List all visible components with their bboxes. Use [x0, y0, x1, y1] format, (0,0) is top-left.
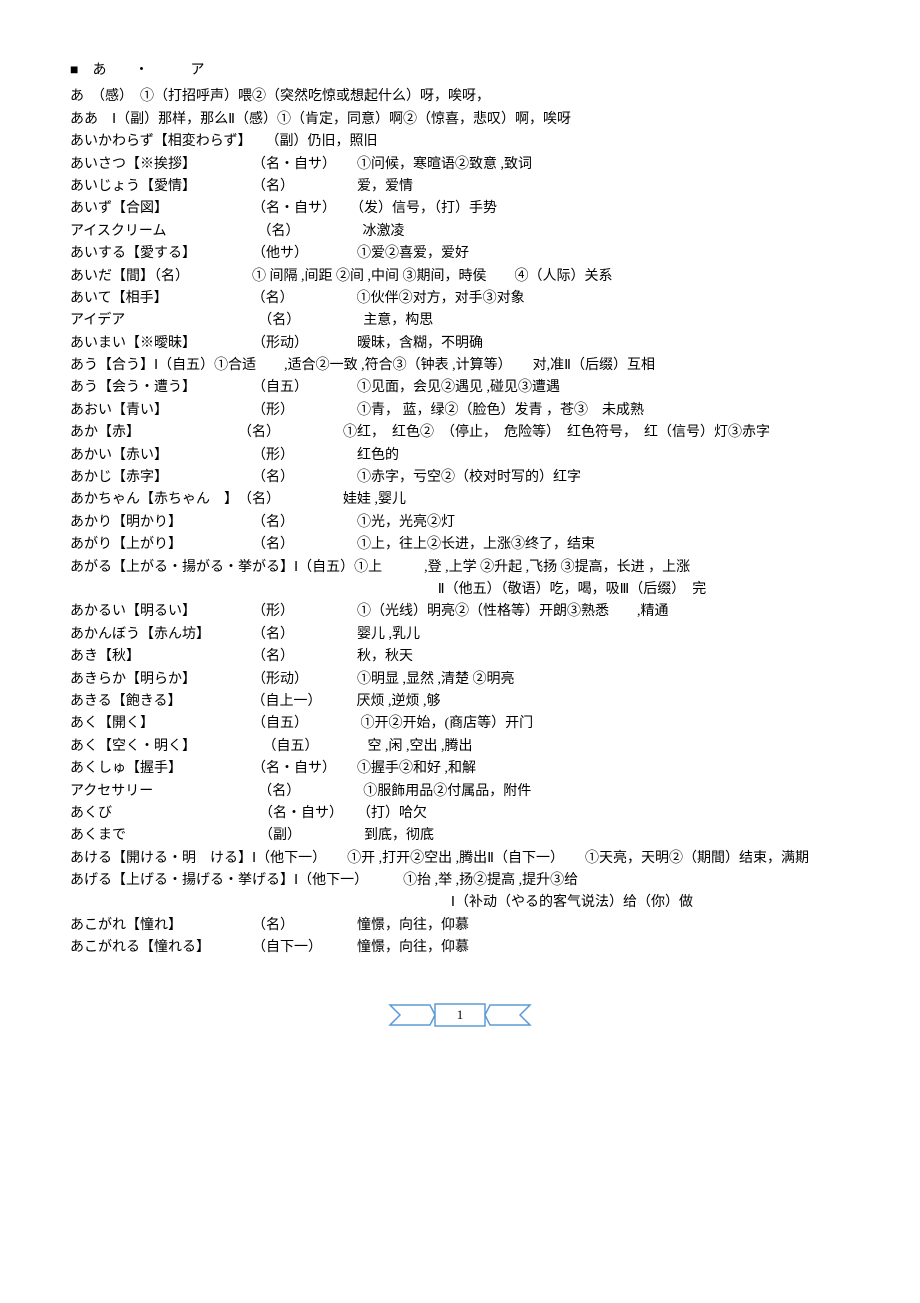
dictionary-entry: Ⅰ（补动（やる的客气说法）给（你）做 [70, 892, 850, 914]
dictionary-entry: あかり【明かり】 （名） ①光，光亮②灯 [70, 512, 850, 534]
dictionary-entry: あいだ【間】（名） ① 间隔 ,间距 ②间 ,中间 ③期间，時侯 ④（人际）关系 [70, 266, 850, 288]
dictionary-entry: あいかわらず【相変わらず】 （副）仍旧，照旧 [70, 131, 850, 153]
dictionary-entry: アイデア （名） 主意，构思 [70, 310, 850, 332]
dictionary-entries: あ （感） ①（打招呼声）喂②（突然吃惊或想起什么）呀，唉呀，ああ Ⅰ（副）那样… [70, 86, 850, 959]
dictionary-entry: あかるい【明るい】 （形） ①（光线）明亮②（性格等）开朗③熟悉 ,精通 [70, 601, 850, 623]
dictionary-entry: あかちゃん【赤ちゃん 】 （名） 娃娃 ,婴儿 [70, 489, 850, 511]
dictionary-entry: Ⅱ（他五）（敬语）吃，喝，吸Ⅲ（后缀） 完 [70, 579, 850, 601]
page-footer: 1 [70, 1000, 850, 1038]
dictionary-entry: あいさつ【※挨拶】 （名・自サ） ①问候，寒暄语②致意 ,致词 [70, 154, 850, 176]
dictionary-entry: あこがれ【憧れ】 （名） 憧憬，向往，仰慕 [70, 915, 850, 937]
dictionary-entry: あか【赤】 （名） ①红， 红色② （停止， 危险等） 红色符号， 红（信号）灯… [70, 422, 850, 444]
dictionary-entry: あいじょう【愛情】 （名） 爱，爱情 [70, 176, 850, 198]
dictionary-entry: あいて【相手】 （名） ①伙伴②对方，对手③对象 [70, 288, 850, 310]
dictionary-entry: あいず【合図】 （名・自サ） （发）信号，（打）手势 [70, 198, 850, 220]
dictionary-entry: アクセサリー （名） ①服飾用品②付属品，附件 [70, 781, 850, 803]
dictionary-entry: あかい【赤い】 （形） 红色的 [70, 445, 850, 467]
dictionary-entry: あき【秋】 （名） 秋，秋天 [70, 646, 850, 668]
dictionary-entry: あかんぼう【赤ん坊】 （名） 婴儿 ,乳儿 [70, 624, 850, 646]
dictionary-entry: あいまい【※曖昧】 （形动） 暧昧，含糊，不明确 [70, 333, 850, 355]
dictionary-entry: あきらか【明らか】 （形动） ①明显 ,显然 ,清楚 ②明亮 [70, 669, 850, 691]
dictionary-entry: あおい【青い】 （形） ①青， 蓝，绿②（脸色）发青 ，苍③ 未成熟 [70, 400, 850, 422]
dictionary-entry: あげる【上げる・揚げる・挙げる】Ⅰ（他下一） ①抬 ,举 ,扬②提高 ,提升③给 [70, 870, 850, 892]
dictionary-entry: あきる【飽きる】 （自上一） 厌烦 ,逆烦 ,够 [70, 691, 850, 713]
dictionary-entry: あくしゅ【握手】 （名・自サ） ①握手②和好 ,和解 [70, 758, 850, 780]
dictionary-entry: あう【会う・遭う】 （自五） ①见面，会见②遇见 ,碰见③遭遇 [70, 377, 850, 399]
dictionary-entry: ああ Ⅰ（副）那样，那么Ⅱ（感）①（肯定，同意）啊②（惊喜，悲叹）啊，唉呀 [70, 109, 850, 131]
page-number: 1 [457, 1007, 464, 1022]
dictionary-entry: あいする【愛する】 （他サ） ①爱②喜爱，爱好 [70, 243, 850, 265]
dictionary-entry: あかじ【赤字】 （名） ①赤字，亏空②（校对时写的）红字 [70, 467, 850, 489]
dictionary-entry: あくび （名・自サ） （打）哈欠 [70, 803, 850, 825]
dictionary-entry: あ （感） ①（打招呼声）喂②（突然吃惊或想起什么）呀，唉呀， [70, 86, 850, 108]
dictionary-entry: あく【空く・明く】 （自五） 空 ,闲 ,空出 ,腾出 [70, 736, 850, 758]
dictionary-entry: アイスクリーム （名） 冰激凌 [70, 221, 850, 243]
dictionary-entry: あう【合う】Ⅰ（自五）①合适 ,适合②一致 ,符合③（钟表 ,计算等） 对,准Ⅱ… [70, 355, 850, 377]
dictionary-entry: あこがれる【憧れる】 （自下一） 憧憬，向往，仰慕 [70, 937, 850, 959]
dictionary-entry: あがり【上がり】 （名） ①上，往上②长进，上涨③终了，结束 [70, 534, 850, 556]
dictionary-entry: あく【開く】 （自五） ①开②开始，(商店等）开门 [70, 713, 850, 735]
section-header: ■ あ ・ ア [70, 60, 850, 82]
page-ribbon-icon: 1 [380, 1000, 540, 1030]
dictionary-entry: あがる【上がる・揚がる・挙がる】Ⅰ（自五）①上 ,登 ,上学 ②升起 ,飞扬 ③… [70, 557, 850, 579]
dictionary-entry: あける【開ける・明 ける】Ⅰ（他下一） ①开 ,打开②空出 ,腾出Ⅱ（自下一） … [70, 848, 850, 870]
dictionary-entry: あくまで （副） 到底，彻底 [70, 825, 850, 847]
